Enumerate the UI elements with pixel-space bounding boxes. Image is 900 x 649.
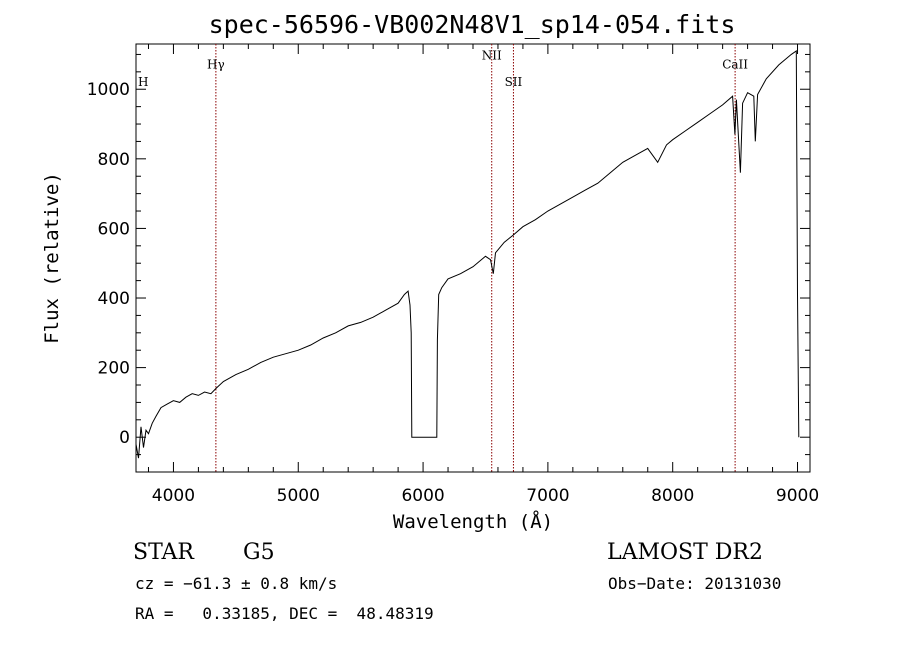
y-tick-label: 0 <box>119 428 130 448</box>
plot-frame <box>135 43 811 473</box>
y-tick-label: 600 <box>98 219 130 239</box>
line-marker-label: NII <box>482 49 502 63</box>
x-tick-label: 9000 <box>776 486 819 506</box>
x-axis-ticks: 4000 5000 6000 7000 8000 9000 <box>147 44 819 506</box>
cz-value: cz = −61.3 ± 0.8 km/s <box>135 574 337 593</box>
ra-dec-value: RA = 0.33185, DEC = 48.48319 <box>135 604 434 623</box>
line-marker-label: Hγ <box>207 57 225 71</box>
x-tick-label: 6000 <box>401 486 444 506</box>
y-tick-label: 1000 <box>87 80 130 100</box>
edge-line-label: H <box>138 75 148 89</box>
y-tick-label: 400 <box>98 289 130 309</box>
line-marker-label: SII <box>505 75 523 89</box>
line-marker-label: CaII <box>722 57 748 71</box>
info-right: LAMOST DR2 Obs−Date: 20131030 <box>607 540 781 593</box>
x-axis-label: Wavelength (Å) <box>393 510 553 533</box>
obs-date: Obs−Date: 20131030 <box>608 574 781 593</box>
survey-name: LAMOST DR2 <box>607 540 763 565</box>
spectrum-series-line <box>135 50 800 459</box>
x-tick-label: 7000 <box>526 486 569 506</box>
x-tick-label: 5000 <box>277 486 320 506</box>
y-tick-label: 800 <box>98 150 130 170</box>
y-axis-label: Flux (relative) <box>41 172 63 344</box>
y-axis-ticks: 0 200 400 600 800 1000 <box>87 53 810 473</box>
info-left: STAR G5 cz = −61.3 ± 0.8 km/s RA = 0.331… <box>133 540 434 623</box>
x-tick-label: 4000 <box>152 486 195 506</box>
object-subclass: G5 <box>243 540 275 565</box>
y-tick-label: 200 <box>98 359 130 379</box>
object-class: STAR <box>133 540 195 565</box>
chart-title: spec-56596-VB002N48V1_sp14-054.fits <box>209 10 736 39</box>
x-tick-label: 8000 <box>651 486 694 506</box>
